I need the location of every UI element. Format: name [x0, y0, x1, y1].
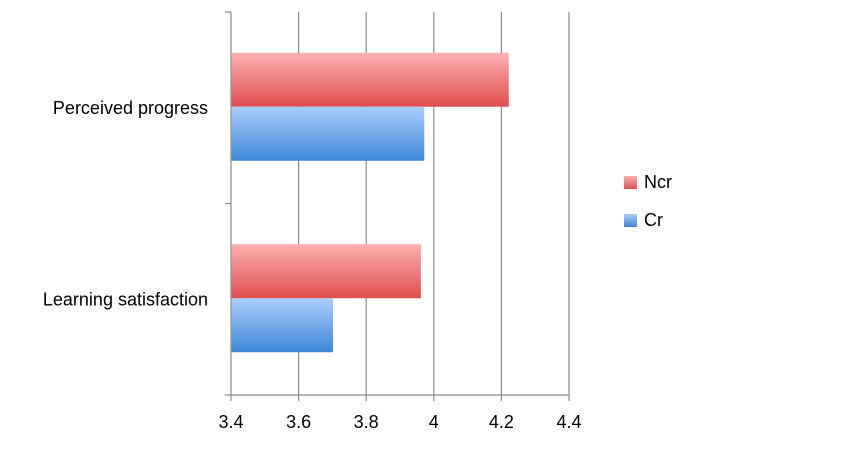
category-label: Learning satisfaction — [43, 289, 208, 309]
legend-swatch-ncr — [624, 176, 637, 189]
legend-label-ncr: Ncr — [644, 172, 672, 192]
bar-ncr-1 — [231, 52, 509, 107]
legend: Ncr Cr — [624, 172, 672, 230]
x-tick-label: 4.2 — [489, 412, 514, 432]
category-labels: Perceived progress Learning satisfaction — [43, 98, 208, 310]
x-tick-label: 3.4 — [218, 412, 243, 432]
bar-cr-1 — [231, 106, 425, 161]
x-tick-label: 4 — [429, 412, 439, 432]
bars — [231, 52, 509, 353]
legend-label-cr: Cr — [644, 210, 663, 230]
bar-ncr-2 — [231, 244, 421, 299]
category-label: Perceived progress — [53, 98, 208, 118]
x-tick-label: 4.4 — [556, 412, 581, 432]
x-tick-labels: 3.4 3.6 3.8 4 4.2 4.4 — [218, 412, 581, 432]
bar-cr-2 — [231, 298, 333, 353]
x-tick-label: 3.6 — [286, 412, 311, 432]
axes — [225, 11, 570, 401]
legend-swatch-cr — [624, 214, 637, 227]
x-tick-label: 3.8 — [354, 412, 379, 432]
